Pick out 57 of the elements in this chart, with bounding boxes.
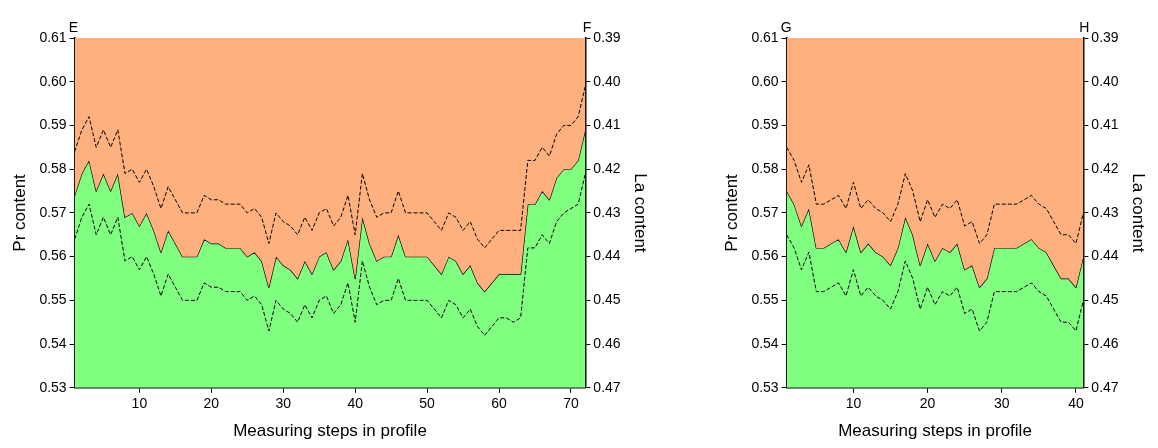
text: H [1079, 18, 1090, 35]
y-tick-label: 0.53 [751, 378, 779, 395]
y2-axis-title: La content [631, 173, 651, 253]
y-tick-label: 0.58 [39, 160, 67, 177]
y2-tick-label: 0.39 [1091, 28, 1119, 45]
x-axis-title: Measuring steps in profile [233, 421, 427, 441]
y-tick-label: 0.58 [751, 160, 779, 177]
text: E [68, 18, 78, 35]
y2-tick-label: 0.46 [593, 334, 621, 351]
y2-tick-label: 0.47 [1091, 378, 1119, 395]
x-tick-label: 40 [1068, 395, 1084, 412]
y-tick-label: 0.57 [751, 203, 779, 220]
x-tick-label: 20 [203, 395, 220, 412]
y2-tick-label: 0.44 [1091, 247, 1119, 264]
x-axis-title: Measuring steps in profile [838, 421, 1032, 441]
y-tick-label: 0.53 [39, 378, 67, 395]
y2-tick-label: 0.42 [593, 160, 621, 177]
y2-tick-label: 0.41 [593, 116, 621, 133]
x-tick-label: 50 [419, 395, 436, 412]
y-tick-label: 0.60 [39, 72, 67, 89]
text: G [780, 18, 792, 35]
y2-tick-label: 0.46 [1091, 334, 1119, 351]
x-tick-label: 30 [275, 395, 292, 412]
y2-tick-label: 0.43 [593, 203, 621, 220]
y-tick-label: 0.61 [751, 28, 779, 45]
y2-tick-label: 0.39 [593, 28, 621, 45]
y2-tick-label: 0.44 [593, 247, 621, 264]
x-tick-label: 20 [919, 395, 936, 412]
y-tick-label: 0.54 [39, 334, 67, 351]
y2-tick-label: 0.42 [1091, 160, 1119, 177]
y-tick-label: 0.61 [39, 28, 67, 45]
y-tick-label: 0.59 [751, 116, 779, 133]
y-tick-label: 0.55 [39, 291, 67, 308]
y2-tick-label: 0.40 [1091, 72, 1119, 89]
x-tick-label: 30 [993, 395, 1010, 412]
y-tick-label: 0.60 [751, 72, 779, 89]
y2-tick-label: 0.43 [1091, 203, 1119, 220]
x-tick-label: 60 [491, 395, 508, 412]
x-tick-label: 10 [131, 395, 148, 412]
y-tick-label: 0.54 [751, 334, 779, 351]
text: F [582, 18, 592, 35]
y-tick-label: 0.56 [751, 247, 779, 264]
y2-tick-label: 0.45 [593, 291, 621, 308]
x-tick-label: 10 [845, 395, 862, 412]
x-tick-label: 70 [563, 395, 579, 412]
y2-tick-label: 0.45 [1091, 291, 1119, 308]
y2-tick-label: 0.47 [593, 378, 621, 395]
y2-tick-label: 0.40 [593, 72, 621, 89]
y-tick-label: 0.55 [751, 291, 779, 308]
y-tick-label: 0.57 [39, 203, 67, 220]
y-axis-title: Pr content [9, 173, 29, 252]
y-axis-title: Pr content [721, 173, 741, 252]
x-tick-label: 40 [347, 395, 364, 412]
y2-tick-label: 0.41 [1091, 116, 1119, 133]
y2-axis-title: La content [1129, 173, 1149, 253]
y-tick-label: 0.56 [39, 247, 67, 264]
y-tick-label: 0.59 [39, 116, 67, 133]
